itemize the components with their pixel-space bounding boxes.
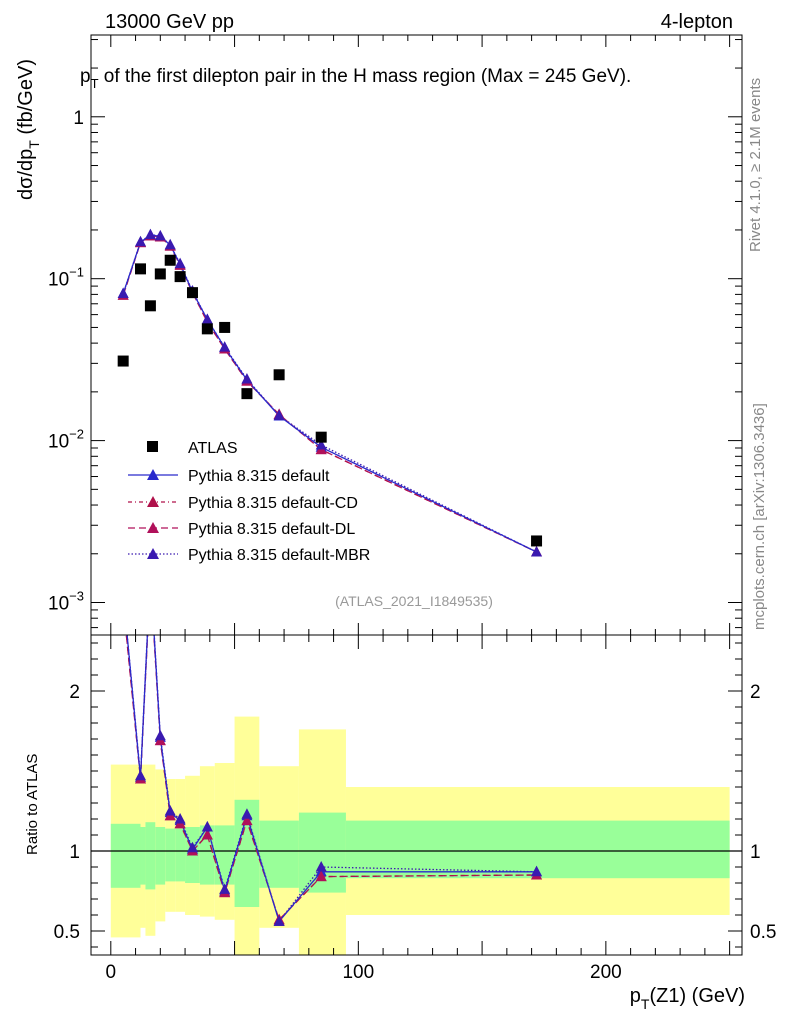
- main-point-pythia-8-315-default-mbr: [144, 228, 156, 240]
- ratio-point-pythia-8-315-default-mbr: [154, 729, 166, 741]
- legend-label-default: Pythia 8.315 default: [188, 468, 330, 485]
- atlas-data-point: [117, 355, 129, 367]
- main-y-tick-label: 10−1: [48, 265, 84, 291]
- main-y-tick-label: 10−3: [48, 589, 84, 615]
- ratio-y-tick-label: 2: [69, 682, 80, 703]
- ratio-point-pythia-8-315-default-mbr: [241, 808, 253, 819]
- atlas-data-point: [154, 268, 166, 280]
- ratio-y-tick-label-right: 2: [750, 682, 761, 703]
- main-y-tick-label: 10−2: [48, 427, 84, 453]
- ratio-series-clipped: [125, 635, 543, 926]
- channel-label: 4-lepton: [661, 11, 733, 33]
- mcplots-label: mcplots.cern.ch [arXiv:1306.3436]: [751, 403, 768, 630]
- ratio-band-green: [175, 828, 186, 882]
- ratio-point-pythia-8-315-default-mbr: [531, 865, 543, 877]
- ratio-series-group: [125, 635, 543, 926]
- x-tick-label: 200: [590, 962, 622, 983]
- legend-label-cd: Pythia 8.315 default-CD: [188, 495, 358, 512]
- ratio-band-green: [110, 823, 141, 888]
- atlas-data-point: [144, 300, 156, 312]
- atlas-data-point: [315, 431, 327, 443]
- ratio-point-pythia-8-315-default-dl: [315, 870, 327, 882]
- ratio-band-green: [140, 827, 146, 885]
- ratio-point-pythia-8-315-default-dl: [241, 814, 253, 826]
- atlas-data-point: [186, 287, 198, 299]
- main-panel: 10−3 10−2 10−1 1 (ATLAS_2021_I1849535) ATLA…: [48, 34, 743, 636]
- atlas-data-point: [135, 263, 147, 275]
- legend-marker-cd: [147, 496, 159, 507]
- x-axis-label: pT(Z1) (GeV): [630, 985, 745, 1012]
- main-point-pythia-8-315-default-mbr: [241, 373, 253, 384]
- atlas-data-point: [201, 323, 213, 335]
- atlas-data-point: [164, 254, 176, 266]
- ratio-point-pythia-8-315-default-mbr: [219, 883, 231, 894]
- x-tick-label: 0: [106, 962, 117, 983]
- x-tick-label: 100: [342, 962, 374, 983]
- ratio-x-tick-labels: 0 100 200: [106, 962, 622, 983]
- legend: ATLAS Pythia 8.315 default Pythia 8.315 …: [128, 440, 370, 564]
- plot-title: pT of the first dilepton pair in the H m…: [80, 66, 631, 91]
- main-point-pythia-8-315-default-mbr: [531, 546, 543, 557]
- main-axis-ticks: [91, 35, 742, 635]
- analysis-label: (ATLAS_2021_I1849535): [335, 593, 493, 609]
- main-point-pythia-8-315-default-mbr: [164, 238, 176, 250]
- ratio-axis-ticks: [91, 635, 742, 955]
- atlas-data-point: [531, 535, 543, 547]
- ratio-point-pythia-8-315-default-mbr: [315, 861, 327, 872]
- ratio-band-green: [145, 822, 156, 890]
- energy-label: 13000 GeV pp: [105, 11, 234, 33]
- main-point-pythia-8-315-default-mbr: [219, 341, 231, 352]
- ratio-band-green: [214, 825, 235, 885]
- ratio-panel-frame: [90, 634, 743, 956]
- main-point-pythia-8-315-default-mbr: [201, 313, 213, 324]
- legend-label-atlas: ATLAS: [188, 440, 238, 457]
- legend-marker-default: [147, 469, 159, 480]
- ratio-y-tick-labels: 0.5 0.5 1 1 2 2: [54, 682, 777, 943]
- atlas-data-point: [219, 321, 231, 333]
- ratio-y-tick-label-right: 1: [750, 842, 761, 863]
- legend-marker-atlas: [147, 441, 158, 452]
- ratio-y-tick-label: 1: [69, 842, 80, 863]
- ratio-point-pythia-8-315-default-dl: [201, 829, 213, 840]
- ratio-panel: 0.5 0.5 1 1 2 2 0 100 200 Ratio to ATLAS pT(Z1)…: [24, 634, 777, 1012]
- main-panel-frame: [90, 34, 743, 636]
- main-point-pythia-8-315-default-mbr: [135, 235, 147, 247]
- rivet-label: Rivet 4.1.0, ≥ 2.1M events: [747, 78, 764, 252]
- legend-label-mbr: Pythia 8.315 default-MBR: [188, 547, 370, 564]
- main-point-pythia-8-315-default-mbr: [273, 409, 285, 420]
- atlas-data-point: [241, 388, 253, 400]
- ratio-point-pythia-8-315-default-mbr: [273, 915, 285, 926]
- ratio-y-axis-label: Ratio to ATLAS: [24, 754, 41, 855]
- ratio-point-pythia-8-315-default-mbr: [164, 805, 176, 816]
- ratio-point-pythia-8-315-default-mbr: [174, 813, 186, 824]
- ratio-y-tick-label-right: 0.5: [750, 922, 776, 943]
- atlas-data-point: [273, 369, 285, 381]
- ratio-y-tick-label: 0.5: [54, 922, 80, 943]
- legend-marker-mbr: [147, 548, 159, 559]
- main-y-tick-labels: 10−3 10−2 10−1 1: [48, 108, 84, 615]
- ratio-point-pythia-8-315-default-mbr: [135, 769, 147, 781]
- atlas-data-point: [174, 271, 186, 283]
- main-series-group: [117, 228, 543, 557]
- main-point-pythia-8-315-default-mbr: [174, 257, 186, 269]
- ratio-point-pythia-8-315-default-mbr: [201, 821, 213, 832]
- ratio-band-green: [165, 828, 176, 882]
- main-point-pythia-8-315-default-mbr: [154, 229, 166, 241]
- ratio-band-green: [155, 827, 166, 885]
- legend-marker-dl: [147, 522, 159, 533]
- main-y-tick-label: 1: [73, 108, 84, 129]
- ratio-point-pythia-8-315-default-mbr: [186, 841, 198, 853]
- main-point-pythia-8-315-default-mbr: [315, 438, 327, 450]
- legend-label-dl: Pythia 8.315 default-DL: [188, 521, 355, 538]
- main-y-axis-label: dσ/dpT (fb/GeV): [15, 59, 42, 200]
- ratio-bands: [110, 716, 730, 955]
- main-point-pythia-8-315-default-mbr: [117, 287, 129, 299]
